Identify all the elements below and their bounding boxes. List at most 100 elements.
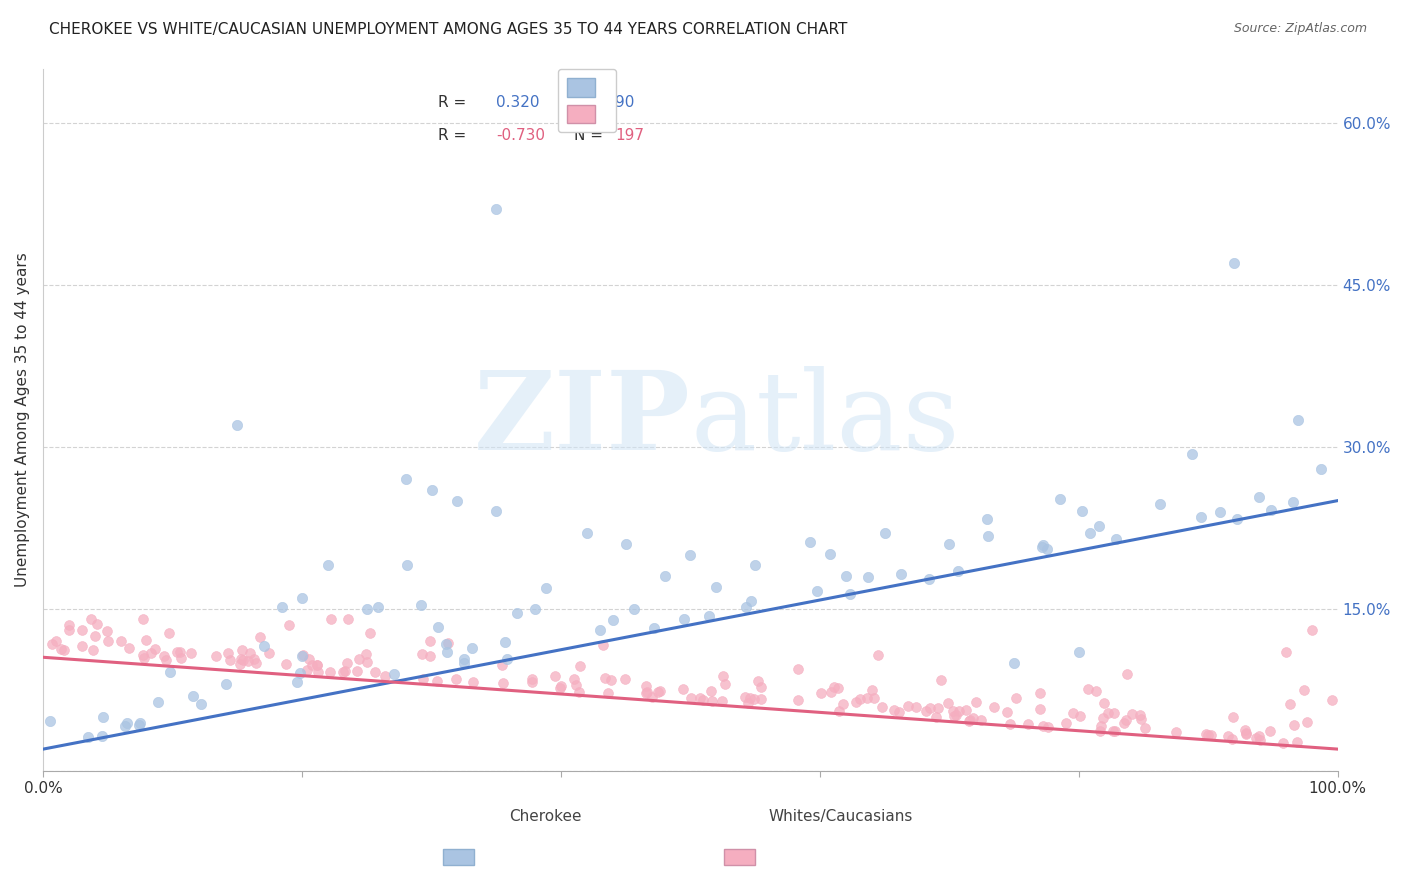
Point	[86, 616, 108, 631]
Point	[1070, 504, 1092, 518]
Point	[1129, 708, 1152, 723]
Point	[291, 591, 314, 605]
Point	[925, 710, 948, 724]
Point	[744, 558, 766, 573]
Point	[1102, 723, 1125, 738]
Point	[301, 658, 323, 673]
Point	[395, 472, 418, 486]
Point	[180, 646, 202, 660]
Point	[866, 648, 889, 663]
Point	[426, 620, 449, 634]
Point	[419, 648, 441, 663]
Point	[253, 639, 276, 653]
Point	[91, 709, 114, 723]
Text: atlas: atlas	[690, 366, 960, 473]
Point	[1090, 719, 1112, 733]
Point	[384, 667, 406, 681]
Point	[600, 673, 623, 687]
Point	[1049, 491, 1071, 506]
Point	[596, 686, 619, 700]
Point	[654, 569, 676, 583]
Point	[749, 691, 772, 706]
Point	[623, 601, 645, 615]
Point	[747, 673, 769, 688]
Point	[1260, 503, 1282, 517]
Point	[976, 529, 998, 543]
Point	[1223, 256, 1246, 270]
Point	[520, 675, 543, 690]
Point	[636, 685, 658, 699]
Point	[858, 570, 880, 584]
Point	[957, 714, 980, 728]
Point	[787, 662, 810, 676]
Point	[332, 665, 354, 680]
Point	[485, 504, 508, 518]
Point	[1092, 711, 1115, 725]
Point	[673, 612, 696, 626]
Point	[945, 707, 967, 722]
Point	[110, 634, 132, 648]
Text: CHEROKEE VS WHITE/CAUCASIAN UNEMPLOYMENT AMONG AGES 35 TO 44 YEARS CORRELATION C: CHEROKEE VS WHITE/CAUCASIAN UNEMPLOYMENT…	[49, 22, 848, 37]
Point	[1069, 709, 1091, 723]
Point	[411, 598, 433, 612]
Point	[485, 202, 508, 216]
Point	[818, 547, 841, 561]
Point	[70, 640, 93, 654]
Point	[524, 601, 547, 615]
Point	[948, 704, 970, 718]
Point	[1209, 505, 1232, 519]
Point	[650, 684, 672, 698]
Point	[1272, 737, 1295, 751]
Point	[810, 686, 832, 700]
Point	[434, 637, 457, 651]
Point	[897, 698, 920, 713]
Point	[1195, 726, 1218, 740]
Point	[418, 633, 440, 648]
Point	[367, 600, 389, 615]
Point	[76, 730, 98, 744]
Point	[1105, 532, 1128, 546]
Point	[1292, 682, 1315, 697]
Point	[291, 648, 314, 662]
Point	[965, 695, 987, 709]
Point	[1102, 706, 1125, 721]
Point	[426, 673, 449, 688]
Point	[1320, 693, 1343, 707]
Point	[697, 608, 720, 623]
Point	[58, 624, 80, 638]
Point	[333, 664, 356, 678]
Point	[506, 607, 529, 621]
Point	[231, 643, 253, 657]
Point	[356, 655, 378, 669]
Point	[1301, 624, 1323, 638]
Point	[1078, 526, 1101, 541]
Legend: , : ,	[558, 70, 616, 132]
Point	[1309, 461, 1331, 475]
Point	[1220, 731, 1243, 746]
Point	[118, 640, 141, 655]
Point	[84, 629, 107, 643]
Point	[614, 537, 637, 551]
Text: N =: N =	[574, 95, 603, 110]
Point	[593, 671, 616, 685]
Point	[1135, 721, 1157, 735]
Point	[453, 656, 475, 670]
Point	[995, 705, 1018, 719]
Point	[820, 684, 842, 698]
Point	[291, 648, 314, 663]
Text: 197: 197	[616, 128, 644, 143]
Point	[856, 691, 879, 706]
Point	[679, 691, 702, 706]
Point	[918, 701, 941, 715]
Point	[436, 645, 458, 659]
Point	[983, 699, 1005, 714]
Point	[1286, 412, 1309, 426]
Point	[848, 692, 870, 706]
Point	[249, 630, 271, 644]
Point	[1282, 495, 1305, 509]
Point	[444, 673, 467, 687]
Point	[166, 645, 188, 659]
Point	[565, 678, 588, 692]
Point	[1275, 645, 1298, 659]
Point	[1032, 719, 1054, 733]
